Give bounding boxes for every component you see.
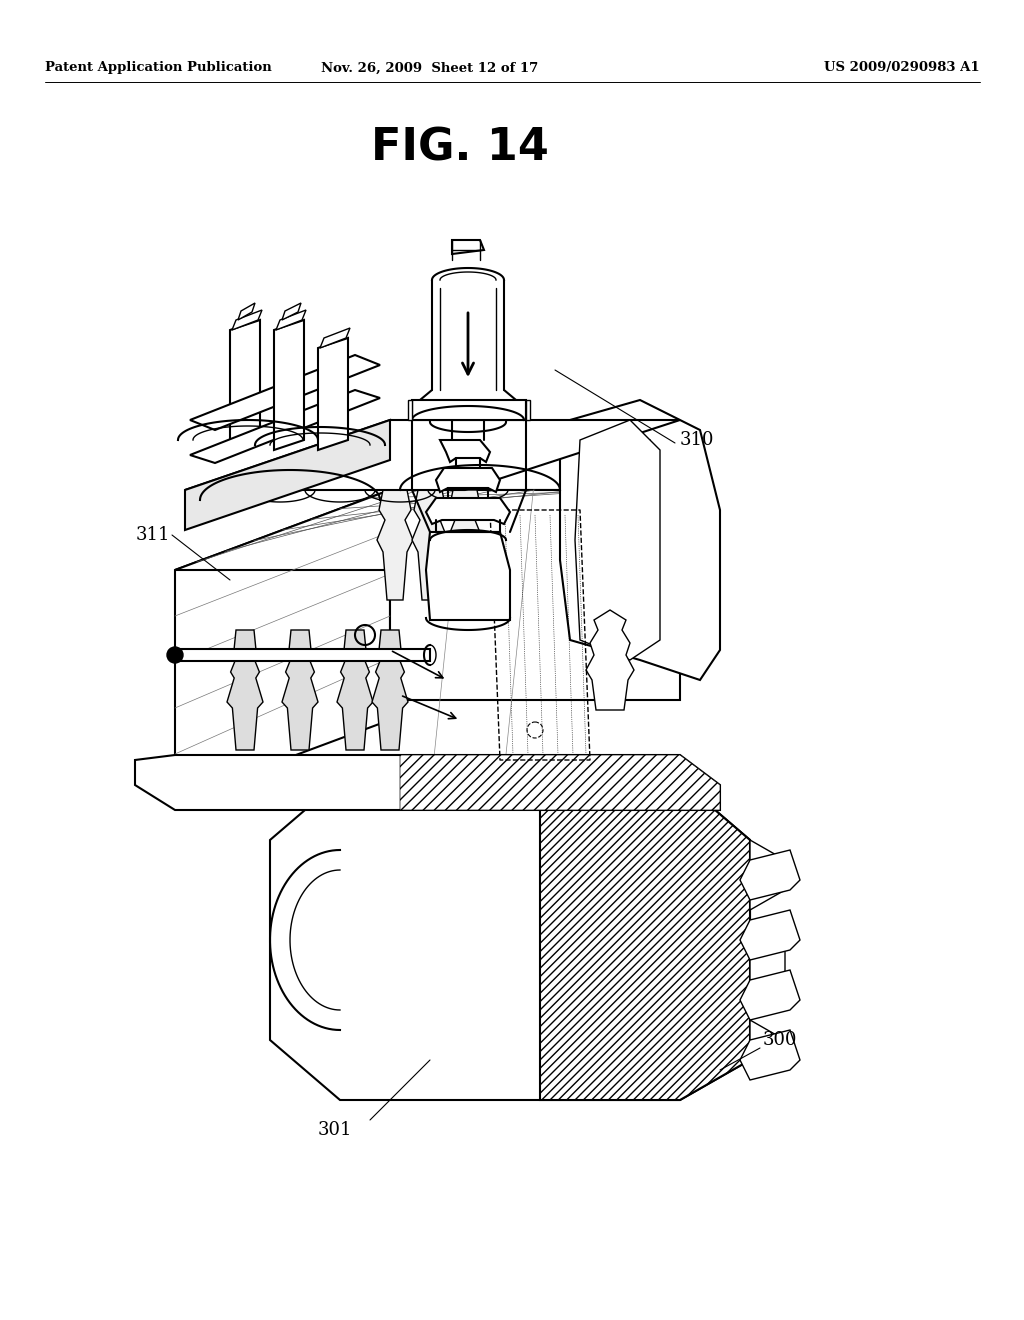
Polygon shape — [318, 338, 348, 450]
Polygon shape — [400, 755, 720, 810]
Polygon shape — [750, 979, 785, 1040]
Polygon shape — [377, 490, 413, 601]
Polygon shape — [175, 490, 680, 570]
Polygon shape — [175, 649, 430, 661]
Text: 301: 301 — [317, 1121, 352, 1139]
Polygon shape — [750, 909, 785, 979]
Polygon shape — [230, 319, 260, 450]
Polygon shape — [190, 355, 380, 430]
Polygon shape — [740, 970, 800, 1020]
Polygon shape — [436, 469, 500, 492]
Polygon shape — [526, 400, 530, 420]
Polygon shape — [282, 304, 301, 319]
Text: US 2009/0290983 A1: US 2009/0290983 A1 — [824, 62, 980, 74]
Polygon shape — [372, 630, 408, 750]
Polygon shape — [276, 310, 306, 330]
Polygon shape — [740, 1030, 800, 1080]
Polygon shape — [227, 630, 263, 750]
Polygon shape — [750, 840, 785, 909]
Text: FIG. 14: FIG. 14 — [371, 127, 549, 169]
Polygon shape — [175, 490, 390, 800]
Polygon shape — [270, 780, 750, 1100]
Polygon shape — [740, 909, 800, 960]
Polygon shape — [412, 490, 449, 601]
Polygon shape — [447, 490, 483, 601]
Text: 310: 310 — [680, 432, 715, 449]
Polygon shape — [274, 319, 304, 450]
Text: Patent Application Publication: Patent Application Publication — [45, 62, 271, 74]
Text: Nov. 26, 2009  Sheet 12 of 17: Nov. 26, 2009 Sheet 12 of 17 — [322, 62, 539, 74]
Polygon shape — [135, 755, 720, 810]
Text: 311: 311 — [135, 525, 170, 544]
Polygon shape — [540, 780, 750, 1100]
Polygon shape — [232, 310, 262, 330]
Polygon shape — [282, 630, 318, 750]
Polygon shape — [452, 240, 484, 253]
Polygon shape — [586, 610, 634, 710]
Polygon shape — [426, 532, 510, 620]
Polygon shape — [412, 400, 526, 420]
Text: 300: 300 — [763, 1031, 798, 1049]
Polygon shape — [740, 850, 800, 900]
Polygon shape — [575, 420, 660, 660]
Polygon shape — [440, 440, 490, 462]
Polygon shape — [238, 304, 255, 319]
Polygon shape — [185, 420, 390, 531]
Polygon shape — [185, 420, 680, 490]
Polygon shape — [408, 400, 412, 420]
Polygon shape — [319, 327, 350, 348]
Polygon shape — [390, 490, 680, 700]
Polygon shape — [190, 389, 380, 463]
Polygon shape — [560, 400, 720, 680]
Circle shape — [167, 647, 183, 663]
Polygon shape — [426, 498, 510, 524]
Polygon shape — [337, 630, 373, 750]
